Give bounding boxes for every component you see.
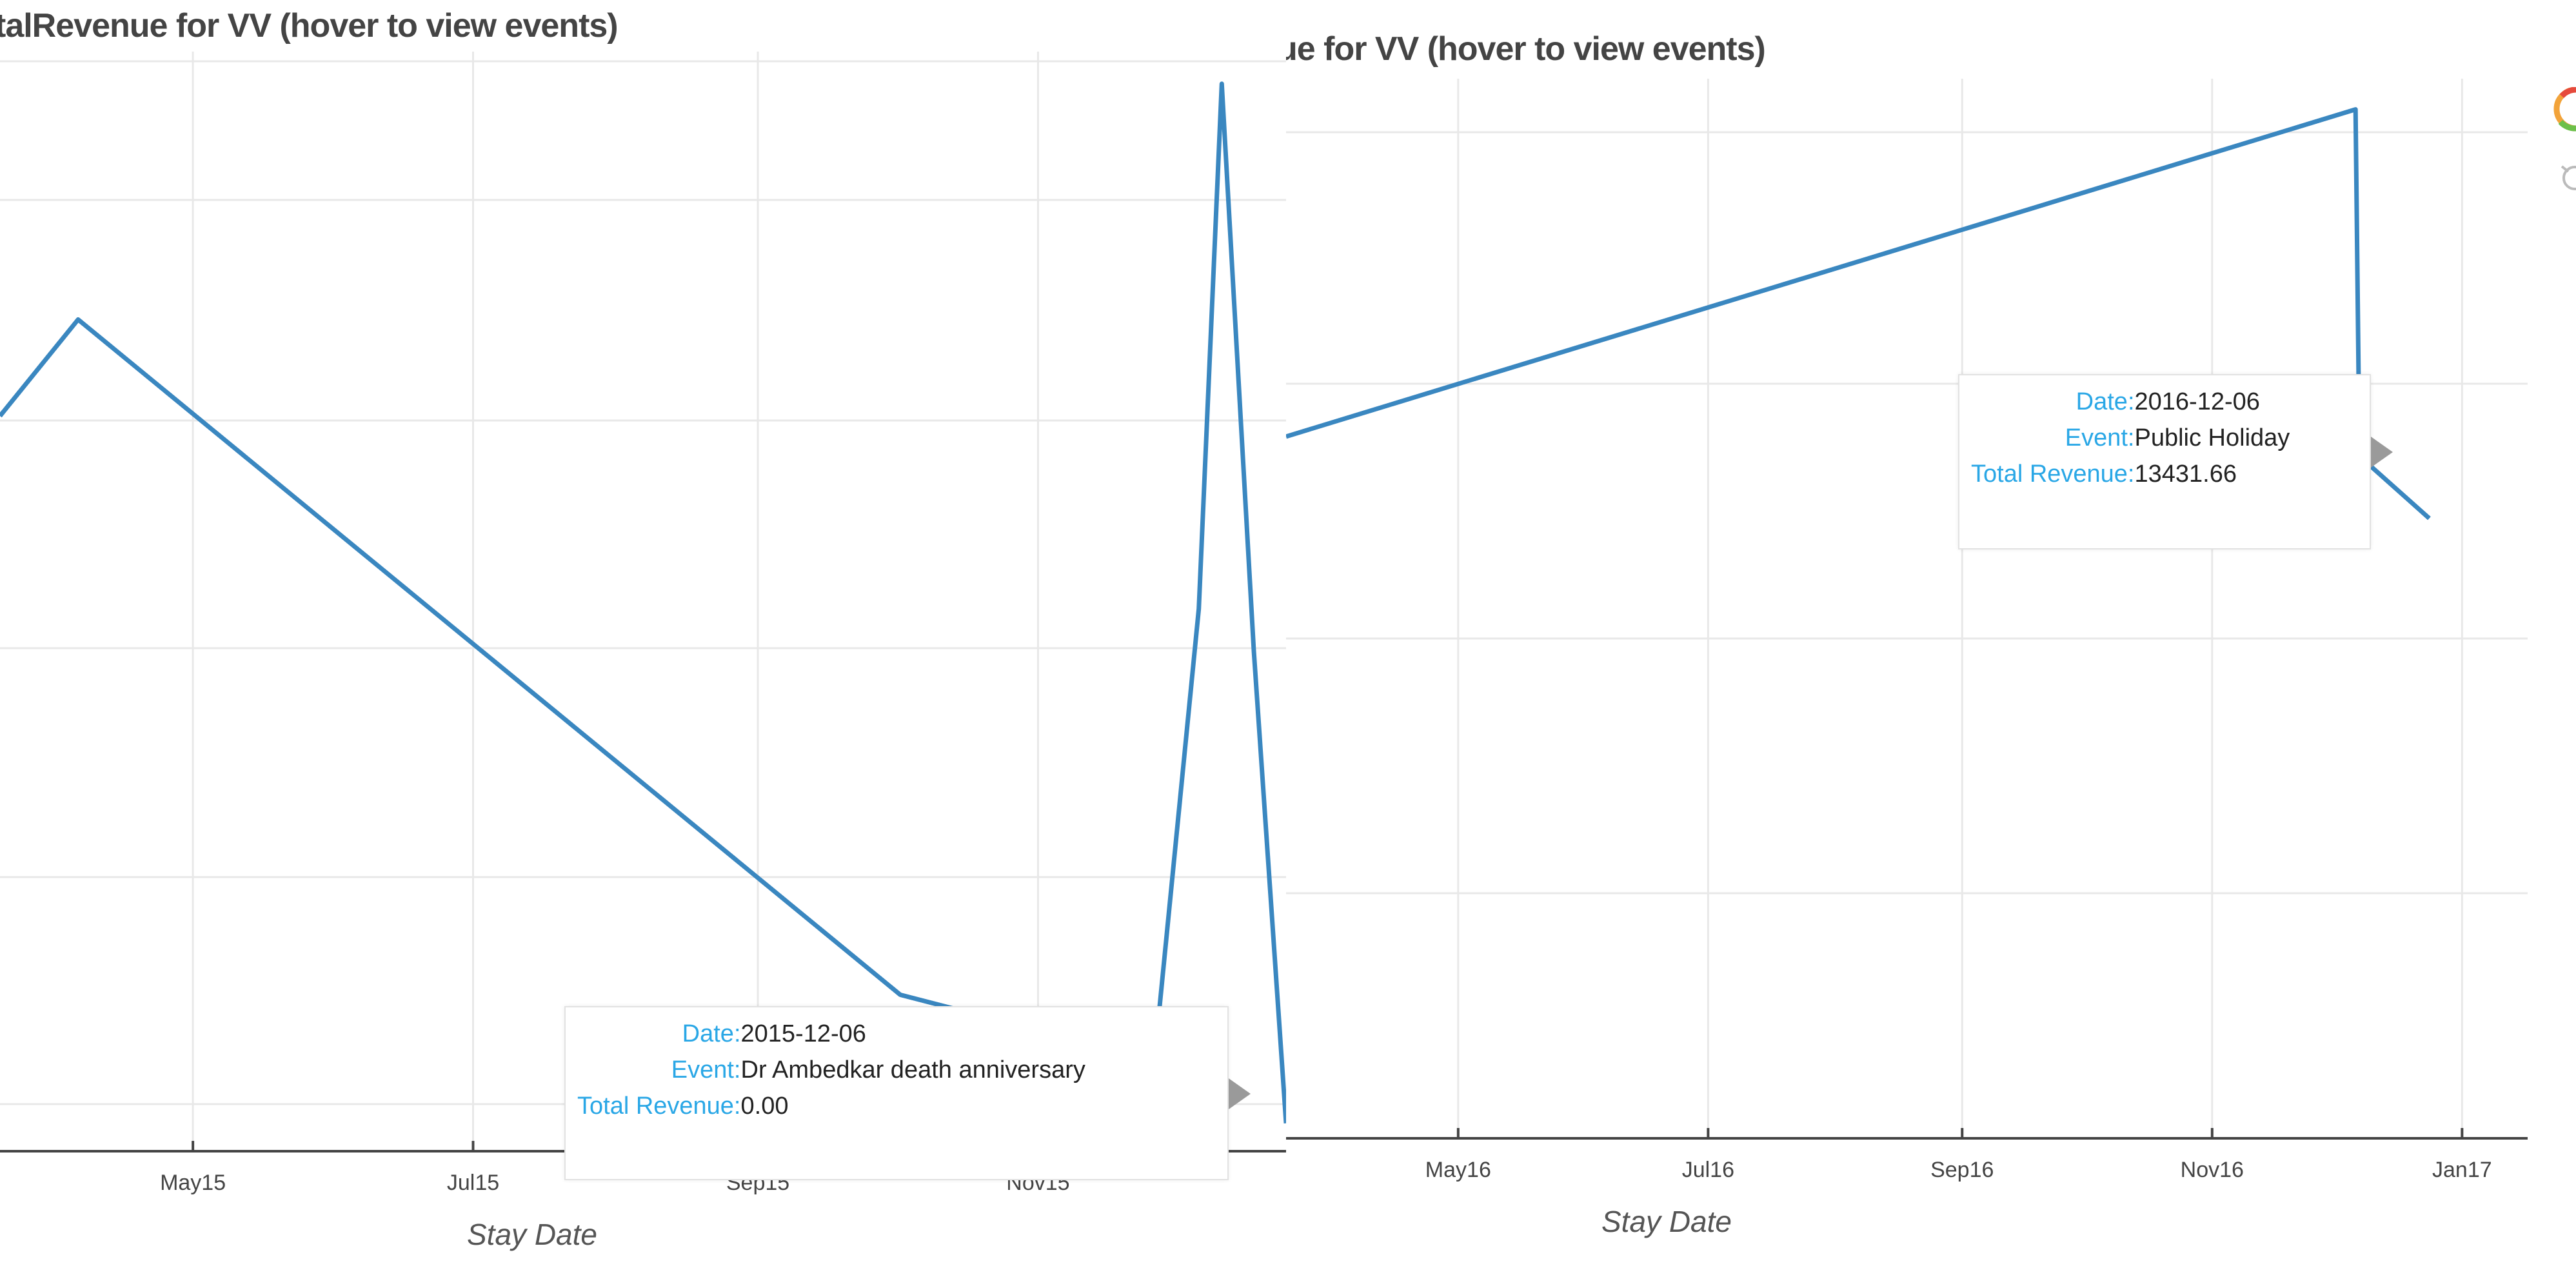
hover-tooltip-left: Date: 2015-12-06 Event: Dr Ambedkar deat…	[564, 1006, 1251, 1180]
chart-panel-right: May16 Jul16 Sep16 Nov16 Jan17 Stay Date ue fo…	[1286, 0, 2576, 1286]
x-tick-label: Jul15	[447, 1171, 499, 1195]
tooltip-date-value: 2015-12-06	[740, 1020, 866, 1047]
x-tick-label: May15	[160, 1171, 226, 1195]
chart-title-left: talRevenue for VV (hover to view events)	[0, 7, 619, 45]
tooltip-event-key: Event:	[2065, 424, 2135, 451]
tooltip-revenue-key: Total Revenue:	[1971, 460, 2135, 488]
x-tick-label: May16	[1425, 1158, 1491, 1182]
tooltip-event-value: Dr Ambedkar death anniversary	[740, 1056, 1085, 1083]
tooltip-event-key: Event:	[671, 1056, 741, 1083]
tooltip-event-value: Public Holiday	[2134, 424, 2290, 451]
tooltip-date-value: 2016-12-06	[2134, 388, 2260, 415]
tooltip-date-key: Date:	[2076, 388, 2135, 415]
hover-tooltip-right: Date: 2016-12-06 Event: Public Holiday T…	[1958, 374, 2393, 549]
tooltip-date-key: Date:	[682, 1020, 741, 1047]
chart-panel-left: May15 Jul15 Sep15 Nov15 Stay Date talRevenue…	[0, 0, 1286, 1286]
x-tick-label: Sep16	[1930, 1158, 1994, 1182]
x-tick-label: Jan17	[2432, 1158, 2492, 1182]
x-tick-label: Jul16	[1682, 1158, 1734, 1182]
tooltip-revenue-value: 13431.66	[2134, 460, 2237, 488]
bokeh-logo-icon[interactable]	[2550, 87, 2576, 132]
tooltip-revenue-key: Total Revenue:	[577, 1092, 741, 1120]
reset-icon[interactable]	[2555, 160, 2576, 196]
x-axis-label: Stay Date	[467, 1218, 597, 1251]
chart-title-right: ue for VV (hover to view events)	[1286, 30, 1766, 68]
x-axis-label: Stay Date	[1601, 1205, 1732, 1238]
tooltip-revenue-value: 0.00	[740, 1092, 789, 1120]
tooltip-pointer-icon	[1229, 1078, 1251, 1109]
x-tick-label: Nov16	[2181, 1158, 2244, 1182]
plot-area-right[interactable]: May16 Jul16 Sep16 Nov16 Jan17 Stay Date	[1286, 0, 2576, 1286]
tooltip-pointer-icon	[2371, 437, 2393, 468]
